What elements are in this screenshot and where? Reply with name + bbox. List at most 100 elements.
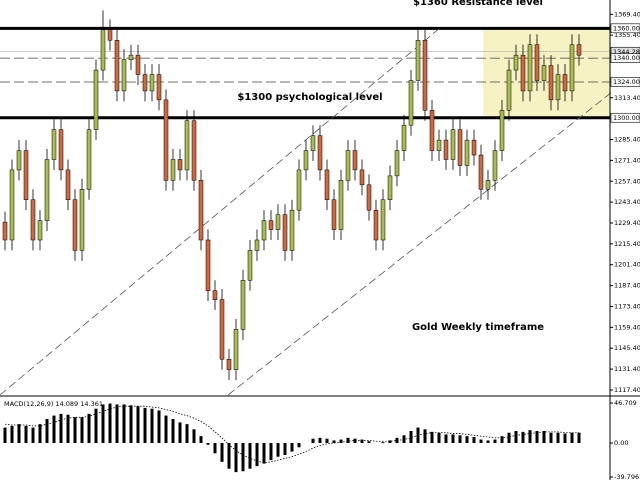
macd-bar xyxy=(556,432,560,443)
y-tick-label: 1187.40 xyxy=(614,282,640,290)
macd-bar xyxy=(563,433,567,443)
macd-bar xyxy=(199,436,203,443)
macd-bar xyxy=(465,436,469,443)
candle-body xyxy=(156,74,162,101)
candle-body xyxy=(254,239,260,251)
macd-bar xyxy=(339,439,343,443)
candle-body xyxy=(359,169,365,186)
macd-bar xyxy=(521,431,525,443)
macd-bar xyxy=(31,427,35,443)
candle-body xyxy=(23,150,29,200)
macd-bar xyxy=(66,414,70,443)
candle-body xyxy=(114,39,120,92)
macd-bar xyxy=(353,438,357,443)
candle-layer xyxy=(2,10,582,381)
candle-body xyxy=(100,29,106,71)
annotation: Gold Weekly timeframe xyxy=(412,322,544,333)
macd-bar xyxy=(325,438,329,443)
candle-body xyxy=(345,150,351,181)
level-label: 1324.00 xyxy=(613,78,640,86)
y-tick-label: 1243.40 xyxy=(614,198,640,206)
candle-body xyxy=(65,169,71,200)
level-label: 1340.00 xyxy=(613,54,640,62)
macd-bar xyxy=(206,442,210,445)
candle-body xyxy=(79,189,85,251)
macd-bar xyxy=(423,429,427,443)
macd-bar xyxy=(542,431,546,443)
y-tick-label: 1257.40 xyxy=(614,177,640,185)
macd-bar xyxy=(311,438,315,443)
macd-bar xyxy=(227,442,231,469)
macd-bar xyxy=(528,430,532,443)
macd-bar xyxy=(507,432,511,443)
candle-body xyxy=(170,159,176,181)
candle-body xyxy=(275,214,281,230)
macd-bar xyxy=(80,417,84,443)
macd-bar xyxy=(444,434,448,443)
candle-body xyxy=(450,129,456,160)
candle-body xyxy=(555,74,561,101)
y-tick-label: 1285.40 xyxy=(614,136,640,144)
annotation: $1300 psychological level xyxy=(237,92,382,103)
macd-bar xyxy=(437,432,441,443)
macd-bar xyxy=(73,417,77,443)
macd-bar xyxy=(87,413,91,443)
candle-body xyxy=(289,209,295,251)
candle-body xyxy=(380,199,386,241)
candle-body xyxy=(499,110,505,151)
macd-bar xyxy=(430,431,434,443)
y-tick-label: 0.00 xyxy=(614,439,628,447)
macd-bar xyxy=(570,432,574,443)
candle-body xyxy=(408,80,414,126)
candle-body xyxy=(534,44,540,81)
candle-body xyxy=(37,220,43,241)
y-tick-label: 1201.40 xyxy=(614,261,640,269)
candle-body xyxy=(9,169,15,241)
macd-bar xyxy=(451,434,455,443)
macd-bar xyxy=(262,442,266,464)
macd-bar xyxy=(45,419,49,443)
trend-line xyxy=(227,91,613,396)
candle-body xyxy=(478,154,484,190)
candle-body xyxy=(212,290,218,300)
candle-body xyxy=(121,59,127,92)
level-label-box xyxy=(610,23,640,34)
macd-bar xyxy=(164,415,168,443)
macd-bar xyxy=(283,442,287,455)
macd-bar xyxy=(234,442,238,473)
y-tick-label: 1369.40 xyxy=(614,10,640,18)
macd-layer xyxy=(3,403,581,473)
macd-bar xyxy=(10,425,14,443)
candle-body xyxy=(233,329,239,370)
candle-body xyxy=(422,39,428,111)
candle-body xyxy=(492,150,498,181)
candle-body xyxy=(429,110,435,151)
y-tick-label: 1215.40 xyxy=(614,240,640,248)
macd-bar xyxy=(108,403,112,443)
macd-bar xyxy=(472,437,476,443)
macd-bar xyxy=(493,439,497,443)
y-tick-label: 1145.40 xyxy=(614,344,640,352)
candle-body xyxy=(366,184,372,211)
candle-body xyxy=(30,199,36,241)
candle-body xyxy=(51,129,57,160)
macd-bar xyxy=(115,404,119,443)
candle-body xyxy=(310,135,316,151)
macd-bar xyxy=(101,404,105,443)
macd-bar xyxy=(367,441,371,443)
macd-bar xyxy=(402,435,406,443)
macd-bar xyxy=(220,442,224,462)
candle-body xyxy=(569,44,575,92)
macd-bar xyxy=(297,442,301,448)
level-label: 1360.00 xyxy=(613,24,640,32)
annotation: $1360 Resistance level xyxy=(413,0,543,8)
candle-body xyxy=(268,220,274,230)
candle-body xyxy=(191,120,197,181)
y-tick-label: 1313.40 xyxy=(614,94,640,102)
candle-body xyxy=(338,180,344,230)
candle-body xyxy=(373,209,379,241)
macd-bar xyxy=(94,408,98,443)
candle-body xyxy=(436,139,442,151)
candle-body xyxy=(2,221,8,241)
highlight-zone xyxy=(483,28,610,118)
